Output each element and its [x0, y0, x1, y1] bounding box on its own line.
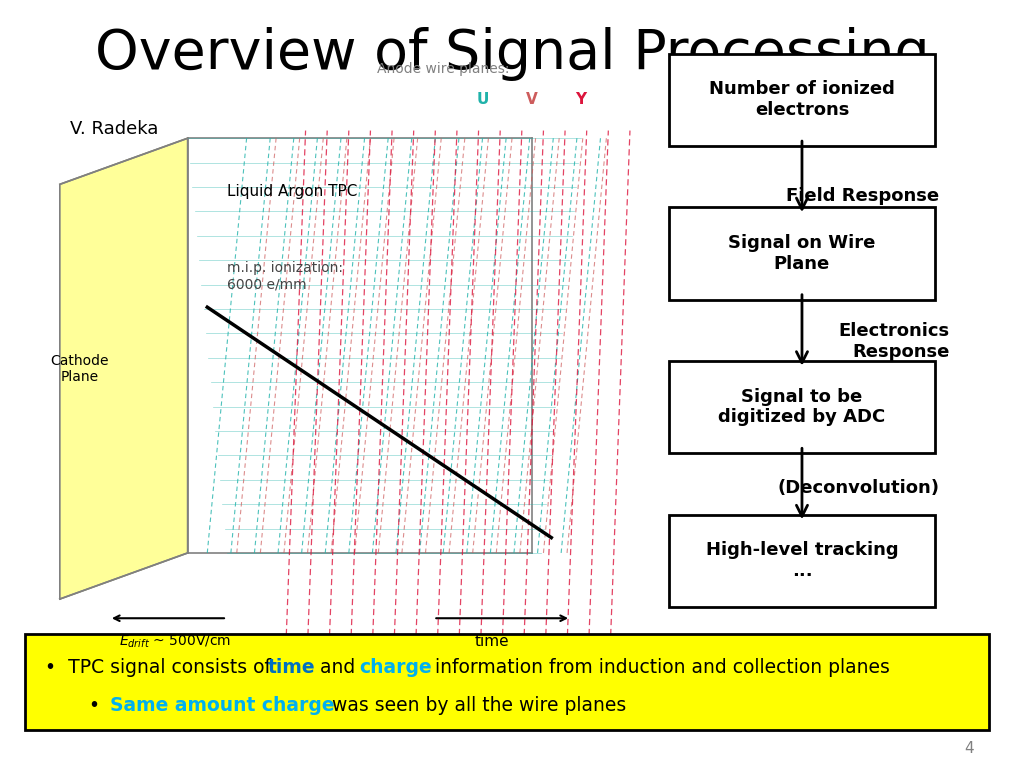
Polygon shape — [59, 138, 187, 599]
Text: (Deconvolution): (Deconvolution) — [777, 478, 940, 497]
FancyBboxPatch shape — [670, 515, 935, 607]
Text: Signal to be
digitized by ADC: Signal to be digitized by ADC — [719, 388, 886, 426]
Text: Liquid Argon TPC: Liquid Argon TPC — [227, 184, 357, 200]
Text: •: • — [65, 696, 112, 714]
Text: Anode wire planes:: Anode wire planes: — [377, 62, 510, 76]
Text: U: U — [476, 92, 488, 108]
Text: Signal on Wire
Plane: Signal on Wire Plane — [728, 234, 876, 273]
Text: charge: charge — [358, 658, 432, 677]
Text: m.i.p. ionization:
6000 e/mm: m.i.p. ionization: 6000 e/mm — [227, 261, 343, 291]
Text: $E_{drift}$ ~ 500V/cm: $E_{drift}$ ~ 500V/cm — [119, 634, 231, 650]
Text: Y: Y — [575, 92, 587, 108]
Text: V. Radeka: V. Radeka — [70, 121, 158, 138]
Text: time: time — [475, 634, 510, 649]
Text: information from induction and collection planes: information from induction and collectio… — [429, 658, 890, 677]
FancyBboxPatch shape — [670, 207, 935, 300]
Text: Number of ionized
electrons: Number of ionized electrons — [709, 81, 895, 119]
FancyBboxPatch shape — [26, 634, 989, 730]
Text: Overview of Signal Processing: Overview of Signal Processing — [94, 27, 930, 81]
Text: Cathode
Plane: Cathode Plane — [50, 353, 109, 384]
Text: 4: 4 — [965, 741, 974, 756]
FancyBboxPatch shape — [670, 361, 935, 453]
Text: time: time — [268, 658, 315, 677]
Text: V: V — [525, 92, 538, 108]
Text: High-level tracking
...: High-level tracking ... — [706, 541, 898, 580]
Text: •  TPC signal consists of: • TPC signal consists of — [45, 658, 278, 677]
Text: Same amount charge: Same amount charge — [110, 696, 335, 714]
Text: and: and — [313, 658, 360, 677]
FancyBboxPatch shape — [670, 54, 935, 146]
Text: Field Response: Field Response — [786, 187, 940, 205]
Text: Electronics
Response: Electronics Response — [839, 323, 949, 361]
Text: was seen by all the wire planes: was seen by all the wire planes — [326, 696, 626, 714]
